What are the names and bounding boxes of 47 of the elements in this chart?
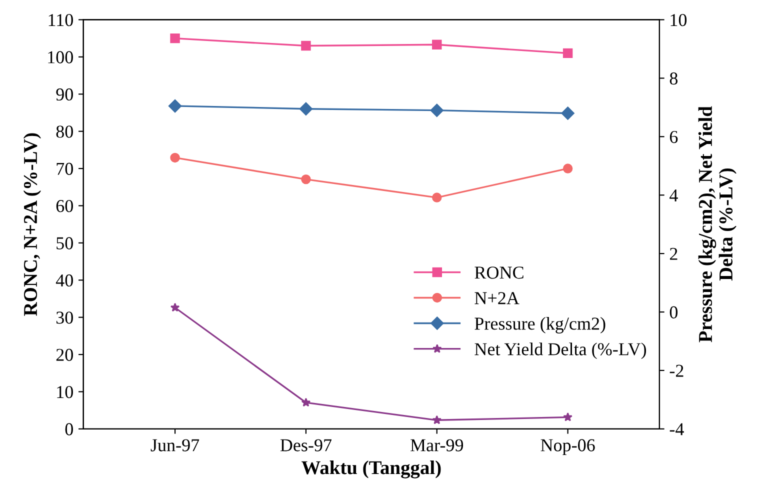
y-tick-label: 110 (48, 14, 73, 26)
point (299, 102, 313, 116)
point (430, 104, 444, 117)
y-tick-label: 0 (65, 423, 73, 436)
y-tick-label: 30 (56, 312, 73, 324)
y-axis-title: RONC, N+2A (%-LV) (23, 133, 42, 316)
y-tick-label: 50 (56, 237, 73, 250)
point (170, 302, 180, 312)
y2-tick-label: 4 (670, 189, 678, 202)
x-axis-title: Waktu (Tanggal) (302, 460, 441, 478)
legend-label: Pressure (kg/cm2) (474, 317, 606, 334)
point (563, 412, 572, 422)
legend-label: Net Yield Delta (%-LV) (474, 342, 646, 359)
point (170, 152, 180, 163)
legend-label: N+2A (474, 292, 520, 304)
point (561, 106, 574, 120)
y2-tick-label: 8 (670, 72, 678, 85)
y-tick-label: 100 (48, 51, 73, 64)
y-tick-label: 10 (57, 386, 73, 398)
y2-tick-label: 10 (670, 14, 687, 26)
point (432, 40, 442, 50)
point (301, 174, 311, 184)
y2-tick-label: -2 (670, 364, 684, 377)
y2-tick-label: 6 (670, 130, 678, 144)
y-tick-label: 20 (56, 348, 73, 361)
point (562, 48, 573, 58)
point (432, 192, 442, 202)
y-tick-label: 60 (56, 200, 73, 212)
point (168, 99, 182, 113)
x-tick-label: Des-97 (280, 439, 332, 452)
point (562, 164, 573, 174)
y-tick-label: 90 (56, 88, 73, 101)
point (432, 415, 442, 424)
legend-label: RONC (474, 266, 524, 279)
x-tick-label: Mar-99 (410, 439, 464, 452)
x-tick-label: Jun-97 (150, 439, 200, 452)
y2-tick-label: 2 (670, 248, 678, 260)
y-tick-label: 40 (56, 274, 73, 287)
y2-tick-label: -4 (670, 423, 684, 436)
point (170, 33, 180, 44)
y-tick-label: 70 (56, 162, 73, 175)
point (301, 398, 311, 407)
point (301, 40, 311, 51)
y2-tick-label: 0 (670, 306, 678, 318)
y-tick-label: 80 (56, 126, 73, 138)
y2-axis-title: Pressure (kg/cm2), Net Yield Delta (%-LV) (698, 106, 736, 342)
x-tick-label: Nop-06 (540, 439, 595, 456)
